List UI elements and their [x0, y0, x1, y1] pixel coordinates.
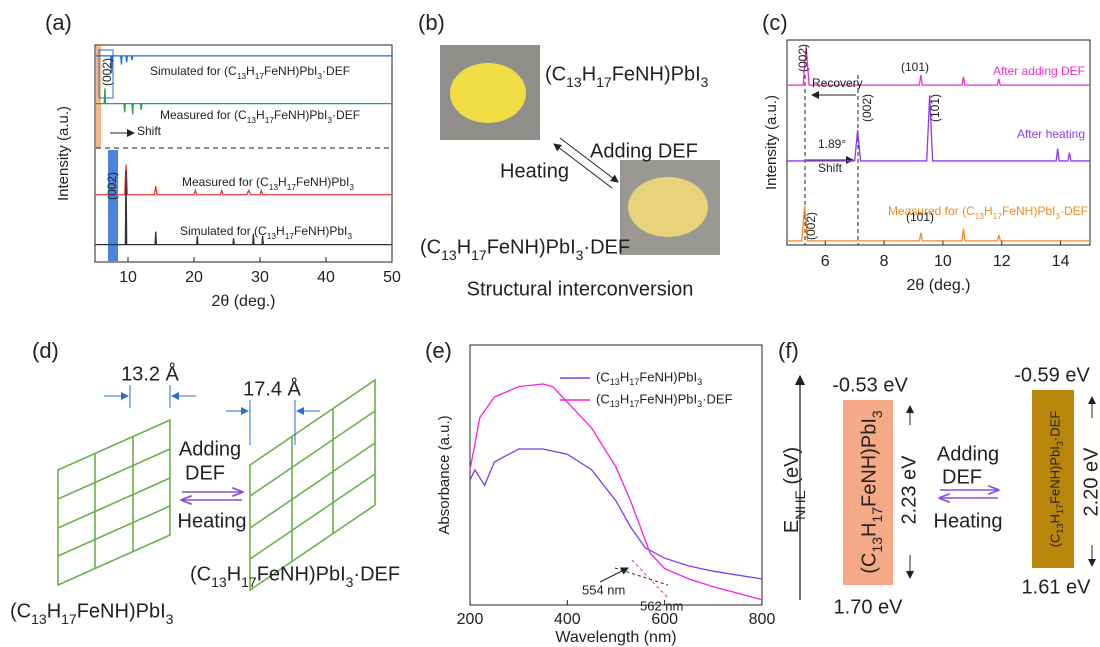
- annotation: (101): [906, 210, 934, 224]
- energy: 1.61 eV: [1022, 576, 1092, 598]
- series-line: [787, 95, 1090, 162]
- series-line: [95, 170, 392, 246]
- y-axis-label: Absorbance (a.u.): [436, 415, 453, 534]
- plot-frame: [469, 344, 763, 606]
- x-axis-label: 2θ (deg.): [211, 293, 275, 310]
- x-tick-label: 8: [880, 253, 889, 270]
- panel-label: (b): [418, 10, 445, 35]
- x-tick-label: 12: [993, 253, 1011, 270]
- x-tick-label: 50: [383, 269, 401, 286]
- series-line: [95, 55, 392, 74]
- process-label: DEF: [185, 462, 225, 484]
- process-label: Heating: [934, 510, 1003, 532]
- process-label: Adding: [937, 443, 999, 465]
- annotation: (002): [105, 172, 119, 200]
- series-line: [469, 448, 763, 580]
- x-tick-label: 400: [554, 611, 581, 628]
- panel-label: (d): [32, 338, 59, 363]
- panel-e-decor: [599, 559, 669, 599]
- panel-label: (f): [778, 338, 799, 363]
- formula: (C13H17FeNH)PbI3·DEF: [190, 563, 400, 589]
- x-tick-label: 30: [251, 269, 269, 286]
- x-tick-label: 10: [934, 253, 952, 270]
- chart: 6 8 10 12 14 2θ (deg.) Intensity (a.u.) After a…: [763, 39, 1091, 294]
- energy: -0.53 eV: [832, 374, 908, 396]
- process-label: Adding DEF: [590, 140, 698, 162]
- x-tick-label: 200: [457, 611, 484, 628]
- process-label: Heating: [178, 510, 247, 532]
- x-tick-label: 600: [651, 611, 678, 628]
- annotation: Recovery: [812, 76, 863, 90]
- x-tick-label: 10: [119, 269, 137, 286]
- annotation: Shift: [818, 161, 843, 175]
- series-line: [95, 88, 392, 115]
- annotation: 1.89°: [818, 137, 846, 151]
- x-axis-label: Wavelength (nm): [555, 629, 676, 646]
- series-label: Simulated for (C13H17FeNH)PbI3·DEF: [150, 64, 350, 81]
- legend-label: (C13H17FeNH)PbI3·DEF: [596, 391, 733, 409]
- series-line: [469, 383, 763, 601]
- series-label: Measured for (C13H17FeNH)PbI3·DEF: [888, 204, 1088, 221]
- series-line: [787, 46, 1090, 86]
- annotation: Shift: [137, 124, 162, 138]
- panel-label: (c): [762, 10, 788, 35]
- formula: (C13H17FeNH)PbI3: [10, 600, 174, 626]
- energy-gap: 2.23 eV: [898, 455, 920, 525]
- panel-label: (e): [425, 338, 452, 363]
- series-line: [95, 164, 392, 196]
- axis-label-part: (eV): [781, 447, 803, 490]
- plot-frame: [786, 39, 1091, 246]
- energy: 1.70 eV: [834, 596, 904, 618]
- x-tick-label: 40: [317, 269, 335, 286]
- annotation: (002): [860, 94, 874, 122]
- x-axis-label: 2θ (deg.): [906, 277, 970, 294]
- panel-b: [440, 45, 720, 255]
- series-label: After heating: [1017, 127, 1085, 141]
- axis-label: ENHE (eV): [781, 447, 807, 533]
- x-tick-label: 14: [1052, 253, 1070, 270]
- series-label: Measured for (C13H17FeNH)PbI3: [182, 175, 354, 192]
- annotation: (002): [804, 212, 818, 240]
- chart: 10 20 30 40 50 2θ (deg.) Intensity (a.u.) Simul…: [55, 44, 401, 310]
- x-tick-label: 800: [749, 611, 776, 628]
- panel-label: (a): [45, 10, 72, 35]
- annotation: (002): [796, 44, 810, 72]
- y-axis-label: Intensity (a.u.): [763, 95, 780, 190]
- spacing: 17.4 Å: [243, 377, 301, 400]
- panel-d: [57, 378, 376, 592]
- caption: Structural interconversion: [467, 278, 694, 300]
- panel-a-decor: [96, 46, 392, 261]
- annotation: (101): [901, 60, 929, 74]
- formula: (C13H17FeNH)PbI3·DEF: [420, 236, 630, 262]
- annotation: 562 nm: [640, 598, 683, 613]
- axis-label-part: E: [781, 520, 803, 533]
- series-line: [787, 205, 1090, 242]
- annotation: (101): [928, 94, 942, 122]
- series-label: After adding DEF: [993, 64, 1085, 78]
- process-label: Heating: [500, 160, 569, 182]
- legend-label: (C13H17FeNH)PbI3: [596, 369, 702, 387]
- x-tick-label: 20: [185, 269, 203, 286]
- process-label: DEF: [942, 466, 982, 488]
- process-label: Adding: [179, 438, 241, 460]
- annotation: (002): [100, 58, 114, 86]
- y-axis-label: Intensity (a.u.): [55, 106, 72, 201]
- panel-f: [794, 374, 1096, 600]
- formula: (C13H17FeNH)PbI3: [545, 63, 709, 89]
- series-label: Simulated for (C13H17FeNH)PbI3: [180, 224, 352, 241]
- chart: 200 400 600 800 Wavelength (nm) Absorbance (a…: [436, 344, 776, 646]
- axis-label-part: NHE: [792, 490, 808, 520]
- x-tick-label: 6: [821, 253, 830, 270]
- energy: -0.59 eV: [1014, 364, 1090, 386]
- spacing: 13.2 Å: [121, 362, 179, 385]
- plot-frame: [94, 44, 393, 263]
- series-label: Measured for (C13H17FeNH)PbI3·DEF: [160, 108, 360, 125]
- energy-gap: 2.20 eV: [1080, 447, 1100, 517]
- annotation: 554 nm: [582, 582, 625, 597]
